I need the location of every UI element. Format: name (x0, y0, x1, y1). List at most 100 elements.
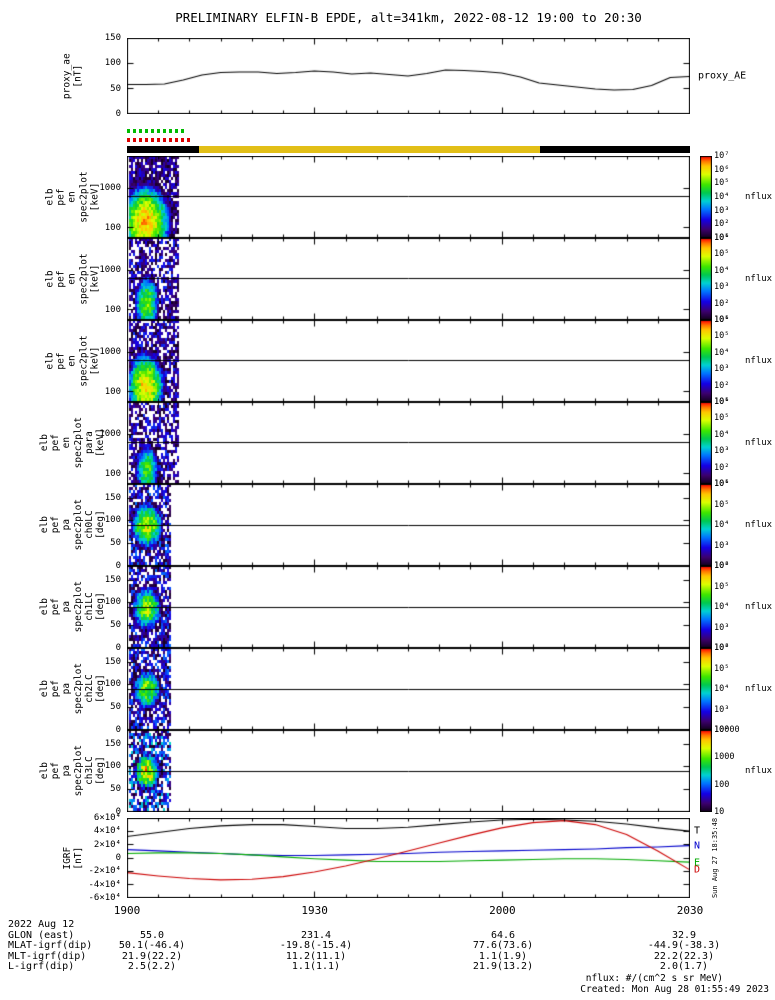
ephemeris-row-label: GLON (east) (8, 929, 75, 941)
spectrogram-panel-8: elb pef pa spec2plot ch3LC [deg] 150 100 50… (0, 725, 775, 817)
colorbar-tick-label: 10⁶ (714, 479, 730, 489)
igrf-line-chart (127, 818, 690, 898)
colorbar-tick-labels: 10⁶ 10⁵ 10⁴ 10³ 10² 10¹ (714, 233, 748, 325)
colorbar-tick-label: 10⁵ (714, 499, 730, 510)
colorbar-tick-label: 10³ (714, 446, 730, 457)
ephemeris-value: 11.2(11.1) (285, 950, 347, 962)
y-tick-label: 100 (104, 597, 121, 608)
spectrogram-canvas (127, 238, 690, 320)
time-tick-label: 2030 (676, 904, 704, 917)
spectrogram-canvas (127, 730, 690, 812)
y-tick-label: 50 (110, 620, 121, 631)
y-tick-label: 0 (115, 807, 121, 817)
colorbar-tick-label: 10⁴ (714, 429, 730, 440)
colorbar-tick-label: 10³ (714, 540, 730, 551)
ephemeris-value: -44.9(-38.3) (647, 940, 721, 951)
ephemeris-value: -19.8(-15.4) (279, 940, 353, 951)
flag-bar-segment-2 (198, 146, 540, 153)
ephemeris-row-label: MLAT-igrf(dip) (8, 940, 93, 951)
footer-created: Created: Mon Aug 28 01:55:49 2023 (580, 984, 769, 995)
colorbar-tick-label: 10⁴ (714, 520, 730, 530)
colorbar-tick-label: 10² (714, 643, 730, 653)
panel-y-tick-labels: 1000 100 (0, 320, 124, 402)
colorbar-tick-label: 10⁵ (714, 663, 730, 674)
proxy-ae-line-chart (127, 38, 690, 114)
colorbar-tick-labels: 10⁶ 10⁵ 10⁴ 10³ 10² (714, 479, 748, 571)
ephemeris-value: 21.9(22.2) (121, 950, 183, 962)
legend-D: D (694, 864, 701, 876)
ephemeris-value: 1.1(1.9) (478, 950, 528, 962)
panel-y-tick-labels: 150 100 50 0 (0, 730, 124, 817)
footer-units: nflux: #/(cm^2 s sr MeV) (585, 973, 723, 984)
proxy-ae-panel: proxy_ae [nT] 150 100 50 0 proxy_AE (0, 33, 775, 119)
legend-T: T (694, 825, 701, 837)
spectrogram-canvas (127, 566, 690, 648)
page-title: PRELIMINARY ELFIN-B EPDE, alt=341km, 202… (175, 10, 642, 25)
time-tick-label: 2000 (489, 904, 516, 917)
colorbar (700, 648, 712, 730)
ephemeris-row-label: MLT-igrf(dip) (8, 950, 87, 962)
colorbar-tick-label: 10¹ (714, 233, 730, 243)
y-tick-label: 50 (110, 83, 121, 94)
colorbar-tick-label: 10² (714, 561, 730, 571)
ephemeris-value: 32.9 (671, 929, 697, 941)
y-tick-label: 100 (104, 58, 121, 69)
colorbar-title: nflux (745, 684, 773, 694)
y-tick-label: 100 (104, 468, 121, 479)
y-tick-label: 100 (104, 515, 121, 526)
ephemeris-value: 22.2(22.3) (653, 950, 715, 962)
colorbar-title: nflux (745, 602, 773, 612)
spectrogram-canvas (127, 648, 690, 730)
y-tick-label: 0 (115, 643, 121, 653)
spectrogram-canvas (127, 156, 690, 238)
y-tick-label: 0 (115, 109, 121, 119)
colorbar-tick-label: 10³ (714, 282, 730, 293)
spectrogram-panel-3: elb pef en spec2plot [keV] 1000 100 10⁶ 10⁵ 1… (0, 315, 775, 407)
colorbar (700, 484, 712, 566)
colorbar-tick-label: 10¹ (714, 315, 730, 325)
colorbar-tick-label: 10000 (714, 725, 740, 735)
colorbar-title: nflux (745, 274, 773, 284)
y-tick-label: 50 (110, 702, 121, 713)
colorbar-tick-label: 10⁷ (714, 151, 730, 161)
y-tick-label: 50 (110, 538, 121, 549)
colorbar-tick-label: 10⁴ (714, 602, 730, 612)
flag-bar-segment-1 (127, 146, 199, 153)
colorbar (700, 402, 712, 484)
colorbar (700, 320, 712, 402)
y-tick-label: 1000 (99, 265, 121, 276)
y-tick-label: 1000 (99, 347, 121, 358)
side-timestamp-text: Sun Aug 27 18:35:48 (711, 817, 720, 899)
spectrogram-canvas (127, 320, 690, 402)
y-tick-label: 150 (104, 738, 121, 749)
colorbar-tick-label: 10⁵ (714, 249, 730, 260)
colorbar-tick-label: 10² (714, 219, 730, 230)
colorbar-title: nflux (745, 438, 773, 448)
y-tick-label: 1000 (99, 183, 121, 194)
y-tick-label: 100 (104, 222, 121, 233)
colorbar-tick-label: 10⁴ (714, 192, 730, 202)
y-tick-label: 100 (104, 304, 121, 315)
legend-E: E (694, 857, 701, 869)
y-tick-label: 2×10⁴ (93, 839, 121, 850)
colorbar-title: nflux (745, 192, 773, 202)
colorbar-tick-label: 10³ (714, 205, 730, 216)
time-tick-label: 1900 (113, 904, 141, 917)
y-tick-label: 6×10⁴ (93, 813, 121, 823)
y-tick-label: 100 (104, 386, 121, 397)
colorbar-tick-label: 10¹ (714, 479, 730, 489)
colorbar-tick-label: 10⁴ (714, 347, 730, 358)
colorbar-tick-label: 10⁶ (714, 233, 730, 243)
colorbar (700, 566, 712, 648)
y-tick-label: 0 (115, 561, 121, 571)
side-timestamp: Sun Aug 27 18:35:48 (708, 818, 722, 898)
colorbar-tick-label: 10⁶ (714, 315, 730, 325)
spectrogram-panel-5: elb pef pa spec2plot ch0LC [deg] 150 100 50… (0, 479, 775, 571)
spectrogram-canvas (127, 484, 690, 566)
colorbar (700, 238, 712, 320)
igrf-y-tick-labels: 6×10⁴ 4×10⁴ 2×10⁴ 0 -2×10⁴ -4×10⁴ -6×10⁴ (0, 813, 124, 903)
colorbar-title: nflux (745, 356, 773, 366)
proxy-y-tick-labels: 150 100 50 0 (0, 33, 124, 119)
colorbar-tick-labels: 10⁶ 10⁵ 10⁴ 10³ 10² (714, 643, 748, 735)
